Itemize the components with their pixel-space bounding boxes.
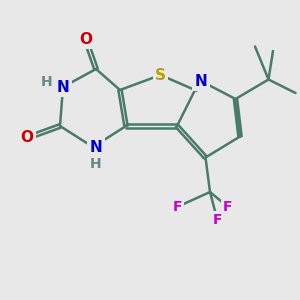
Text: F: F [172,200,182,214]
Text: F: F [223,200,233,214]
Text: F: F [213,214,222,227]
Text: N: N [195,74,207,88]
Text: H: H [90,157,102,170]
Text: S: S [155,68,166,82]
Text: N: N [57,80,69,94]
Text: N: N [90,140,102,154]
Text: O: O [20,130,34,146]
Text: O: O [79,32,92,46]
Text: H: H [41,76,52,89]
